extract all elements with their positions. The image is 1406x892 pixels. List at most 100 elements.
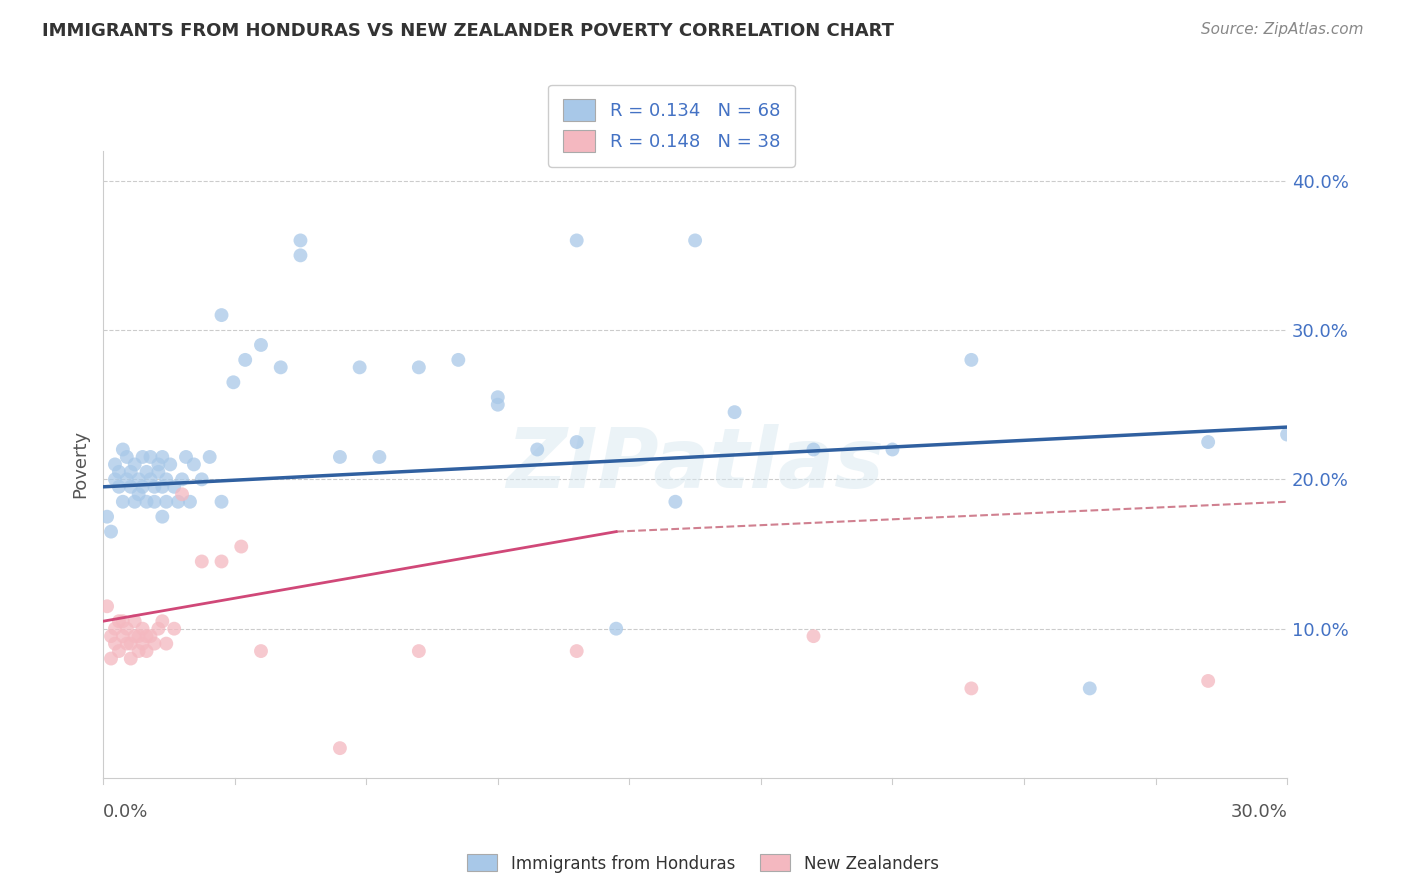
Point	[1275, 427, 1298, 442]
Point	[664, 495, 686, 509]
Point	[150, 480, 173, 494]
Point	[174, 450, 197, 464]
Point	[120, 465, 142, 479]
Point	[486, 390, 509, 404]
Point	[150, 509, 173, 524]
Point	[183, 458, 205, 472]
Point	[368, 450, 391, 464]
Point	[139, 629, 162, 643]
Point	[270, 360, 292, 375]
Point	[222, 376, 245, 390]
Point	[111, 495, 134, 509]
Point	[139, 450, 162, 464]
Point	[115, 637, 138, 651]
Point	[120, 651, 142, 665]
Point	[565, 234, 588, 248]
Point	[155, 495, 177, 509]
Point	[111, 629, 134, 643]
Point	[124, 495, 146, 509]
Legend: Immigrants from Honduras, New Zealanders: Immigrants from Honduras, New Zealanders	[461, 847, 945, 880]
Point	[143, 637, 166, 651]
Point	[526, 442, 548, 457]
Point	[135, 629, 157, 643]
Point	[179, 495, 201, 509]
Point	[108, 480, 131, 494]
Point	[148, 622, 170, 636]
Point	[167, 495, 190, 509]
Point	[349, 360, 371, 375]
Y-axis label: Poverty: Poverty	[72, 430, 89, 499]
Point	[104, 458, 127, 472]
Point	[100, 651, 122, 665]
Point	[150, 614, 173, 628]
Point	[191, 554, 214, 568]
Point	[211, 554, 233, 568]
Text: Source: ZipAtlas.com: Source: ZipAtlas.com	[1201, 22, 1364, 37]
Point	[115, 622, 138, 636]
Point	[605, 622, 627, 636]
Point	[111, 614, 134, 628]
Point	[96, 599, 118, 614]
Point	[408, 360, 430, 375]
Point	[329, 741, 352, 756]
Point	[108, 614, 131, 628]
Point	[447, 352, 470, 367]
Point	[159, 458, 181, 472]
Point	[135, 644, 157, 658]
Text: IMMIGRANTS FROM HONDURAS VS NEW ZEALANDER POVERTY CORRELATION CHART: IMMIGRANTS FROM HONDURAS VS NEW ZEALANDE…	[42, 22, 894, 40]
Point	[115, 450, 138, 464]
Point	[120, 480, 142, 494]
Point	[148, 465, 170, 479]
Point	[148, 458, 170, 472]
Point	[231, 540, 253, 554]
Point	[120, 637, 142, 651]
Point	[408, 644, 430, 658]
Point	[128, 487, 150, 501]
Point	[191, 472, 214, 486]
Point	[135, 495, 157, 509]
Point	[111, 442, 134, 457]
Point	[250, 338, 273, 352]
Point	[960, 681, 983, 696]
Point	[960, 352, 983, 367]
Point	[115, 472, 138, 486]
Point	[723, 405, 745, 419]
Point	[211, 495, 233, 509]
Legend: R = 0.134   N = 68, R = 0.148   N = 38: R = 0.134 N = 68, R = 0.148 N = 38	[548, 85, 794, 167]
Point	[104, 637, 127, 651]
Point	[1197, 673, 1219, 688]
Point	[683, 234, 706, 248]
Point	[131, 637, 153, 651]
Point	[135, 465, 157, 479]
Point	[128, 472, 150, 486]
Point	[170, 487, 193, 501]
Point	[329, 450, 352, 464]
Point	[198, 450, 221, 464]
Point	[803, 442, 825, 457]
Point	[170, 472, 193, 486]
Point	[882, 442, 904, 457]
Point	[128, 629, 150, 643]
Point	[1078, 681, 1101, 696]
Text: ZIPatlas: ZIPatlas	[506, 424, 884, 505]
Point	[163, 622, 186, 636]
Point	[155, 637, 177, 651]
Point	[211, 308, 233, 322]
Point	[143, 480, 166, 494]
Point	[104, 472, 127, 486]
Point	[1197, 435, 1219, 450]
Point	[108, 465, 131, 479]
Point	[131, 622, 153, 636]
Point	[96, 509, 118, 524]
Point	[163, 480, 186, 494]
Text: 30.0%: 30.0%	[1230, 803, 1286, 822]
Point	[131, 450, 153, 464]
Point	[565, 644, 588, 658]
Point	[124, 629, 146, 643]
Point	[128, 644, 150, 658]
Point	[290, 248, 312, 262]
Point	[124, 458, 146, 472]
Point	[803, 629, 825, 643]
Point	[290, 234, 312, 248]
Point	[108, 644, 131, 658]
